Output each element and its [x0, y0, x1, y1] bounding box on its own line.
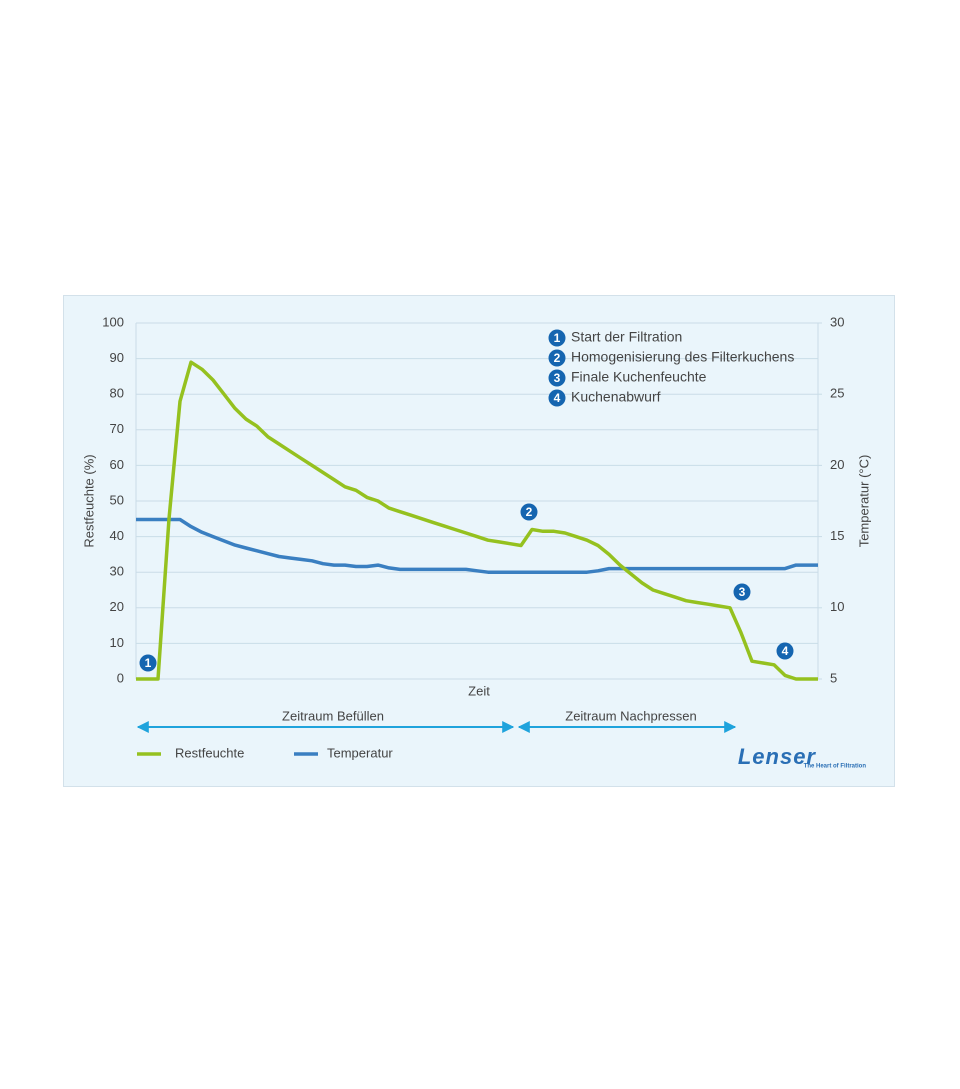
y2-axis-label: Temperatur (°C)	[856, 455, 871, 548]
y-tick-label: 90	[110, 350, 124, 365]
annotation-number: 3	[554, 371, 561, 385]
y-tick-label: 50	[110, 492, 124, 507]
y-tick-label: 10	[110, 635, 124, 650]
annotation-number: 2	[554, 351, 561, 365]
annotation-number: 2	[526, 505, 533, 519]
annotation-number: 3	[739, 585, 746, 599]
y2-tick-label: 20	[830, 457, 844, 472]
annotation-marker	[548, 369, 566, 387]
annotation-number: 4	[554, 391, 561, 405]
period-label: Zeitraum Nachpressen	[565, 708, 697, 723]
annotation-marker	[548, 349, 566, 367]
annotation-marker	[548, 389, 566, 407]
annotation-number: 4	[782, 644, 789, 658]
annotation-marker	[548, 329, 566, 347]
y-tick-label: 40	[110, 528, 124, 543]
annotation-marker	[776, 642, 794, 660]
x-axis-label: Zeit	[468, 683, 490, 698]
annotation-number: 1	[145, 656, 152, 670]
y-tick-label: 20	[110, 599, 124, 614]
annotation-marker	[733, 583, 751, 601]
y2-tick-label: 15	[830, 528, 844, 543]
annotation-text: Start der Filtration	[571, 329, 682, 345]
annotation-marker	[139, 654, 157, 672]
y-tick-label: 100	[102, 314, 124, 329]
series-line	[136, 517, 818, 574]
y-tick-label: 30	[110, 564, 124, 579]
annotation-text: Kuchenabwurf	[571, 389, 661, 405]
panel	[63, 295, 895, 787]
annotation-number: 1	[554, 331, 561, 345]
annotation-text: Homogenisierung des Filterkuchens	[571, 349, 794, 365]
y-tick-label: 60	[110, 457, 124, 472]
annotation-marker	[520, 503, 538, 521]
legend-label: Restfeuchte	[175, 745, 244, 760]
y-axis-label: Restfeuchte (%)	[81, 454, 96, 547]
logo-tagline: The Heart of Filtration	[804, 764, 867, 770]
logo-brand: Lenser	[738, 744, 817, 769]
y2-tick-label: 30	[830, 314, 844, 329]
y2-tick-label: 25	[830, 386, 844, 401]
period-label: Zeitraum Befüllen	[282, 708, 384, 723]
legend-label: Temperatur	[327, 745, 393, 760]
annotation-text: Finale Kuchenfeuchte	[571, 369, 707, 385]
y-tick-label: 80	[110, 386, 124, 401]
y2-tick-label: 5	[830, 670, 837, 685]
y-tick-label: 70	[110, 421, 124, 436]
y2-tick-label: 10	[830, 599, 844, 614]
y-tick-label: 0	[117, 670, 124, 685]
series-line	[136, 360, 818, 681]
